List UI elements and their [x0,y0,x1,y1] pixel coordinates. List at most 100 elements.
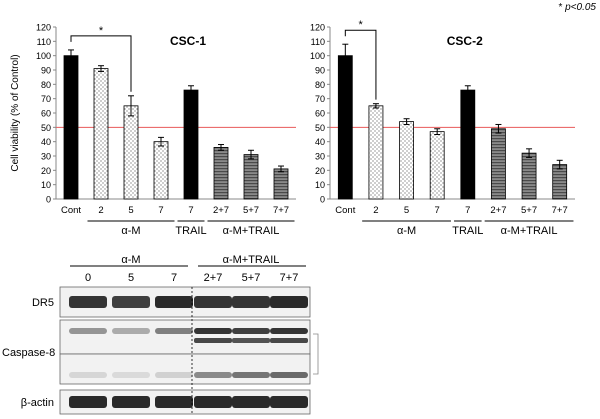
y-tick-label: 40 [41,137,51,147]
chart-title: CSC-1 [170,34,206,48]
bar-chart-2: 0 10 20 30 40 50 60 70 80 90 100 110 120 CSC-2 Cont 2 5 7… [310,19,575,237]
blot-band-lower [270,338,308,343]
blot-band [194,396,232,408]
y-tick-label: 90 [41,66,51,76]
y-tick-label: 10 [315,180,325,190]
bar-2 [399,121,414,200]
y-tick-label: 120 [36,23,51,33]
bar-3 [153,141,169,200]
blot-band [69,328,107,334]
blot-frame [59,319,311,355]
lane-label: 0 [85,272,91,284]
bar-chart-1: 0 10 20 30 40 50 60 70 80 90 100 110 120 Cell viabili… [10,23,296,237]
category-label: 2 [98,205,103,216]
y-axis-label: Cell viability (% of Control) [10,54,21,171]
group-label: TRAIL [452,225,483,237]
blot-band [232,328,270,334]
blot-row-label: Caspase-8 [2,347,55,359]
category-label: 7 [188,205,193,216]
bar-2 [123,105,139,200]
category-label: 7+7 [273,205,289,216]
y-tick-label: 90 [315,66,325,76]
blot-band [194,296,232,308]
group-label: α-M [121,225,140,237]
bar-6 [521,152,537,200]
category-label: 2+7 [213,205,229,216]
bar-4 [460,89,476,200]
bar-7 [552,164,568,200]
y-tick-label: 20 [315,166,325,176]
blot-group-header: α-M [121,254,140,266]
blot-panel-0: DR5 [32,286,311,318]
blot-panel-3: β-actin [21,389,311,415]
blot-band [112,328,150,334]
blot-row-label: DR5 [32,297,54,309]
significance-star: * [99,25,104,37]
y-tick-label: 50 [315,123,325,133]
blot-band [69,372,107,378]
blot-band [270,372,308,378]
y-tick-label: 30 [41,152,51,162]
bar-1 [93,68,109,200]
category-label: 5+7 [243,205,259,216]
y-tick-label: 70 [41,94,51,104]
y-tick-label: 0 [46,195,51,205]
blot-group-header: α-M+TRAIL [223,254,280,266]
y-tick-label: 70 [315,94,325,104]
bar-5 [213,146,229,200]
y-tick-label: 10 [41,180,51,190]
bar-4 [183,89,199,200]
lane-label: 5+7 [242,272,261,284]
bar-6 [243,154,259,200]
blot-frame [59,353,311,385]
significance-bracket [344,29,377,100]
blot-band [69,296,107,308]
y-tick-label: 100 [310,51,325,61]
y-tick-label: 110 [37,37,51,47]
significance-note: * p<0.05 [558,2,596,13]
blot-band [155,328,193,334]
lane-label: 7 [171,272,177,284]
y-tick-label: 110 [311,37,325,47]
blot-band [194,372,232,378]
lane-label: 5 [128,272,134,284]
category-label: 7 [435,205,440,216]
category-label: 7 [465,205,470,216]
western-blot: α-M α-M+TRAIL 0 5 7 2+7 5+7 7+7 DR5 Caspase-8 β-ac… [2,254,319,415]
category-label: 2+7 [490,205,506,216]
blot-band [155,296,193,308]
blot-band [194,328,232,334]
blot-panel-2 [59,353,311,385]
group-label: TRAIL [175,225,206,237]
y-tick-label: 0 [320,195,325,205]
blot-band [155,396,193,408]
blot-band [232,296,270,308]
category-label: 5+7 [521,205,537,216]
y-tick-label: 30 [315,152,325,162]
bar-0 [337,55,353,200]
lane-label: 7+7 [280,272,299,284]
blot-band [69,396,107,408]
bar-0 [63,55,79,200]
blot-panel-1: Caspase-8 [2,319,311,359]
blot-band [112,296,150,308]
y-tick-label: 60 [41,109,51,119]
blot-band [270,328,308,334]
y-tick-label: 40 [315,137,325,147]
category-label: Cont [335,205,355,216]
blot-band [155,372,193,378]
blot-band [112,372,150,378]
lane-label: 2+7 [204,272,223,284]
blot-band [232,396,270,408]
group-label: α-M+TRAIL [501,225,558,237]
y-tick-label: 50 [41,123,51,133]
blot-band [270,396,308,408]
significance-note-text: p<0.05 [565,2,596,13]
y-tick-label: 80 [315,80,325,90]
y-tick-label: 60 [315,109,325,119]
y-tick-label: 20 [41,166,51,176]
y-tick-label: 80 [41,80,51,90]
category-label: 5 [128,205,133,216]
